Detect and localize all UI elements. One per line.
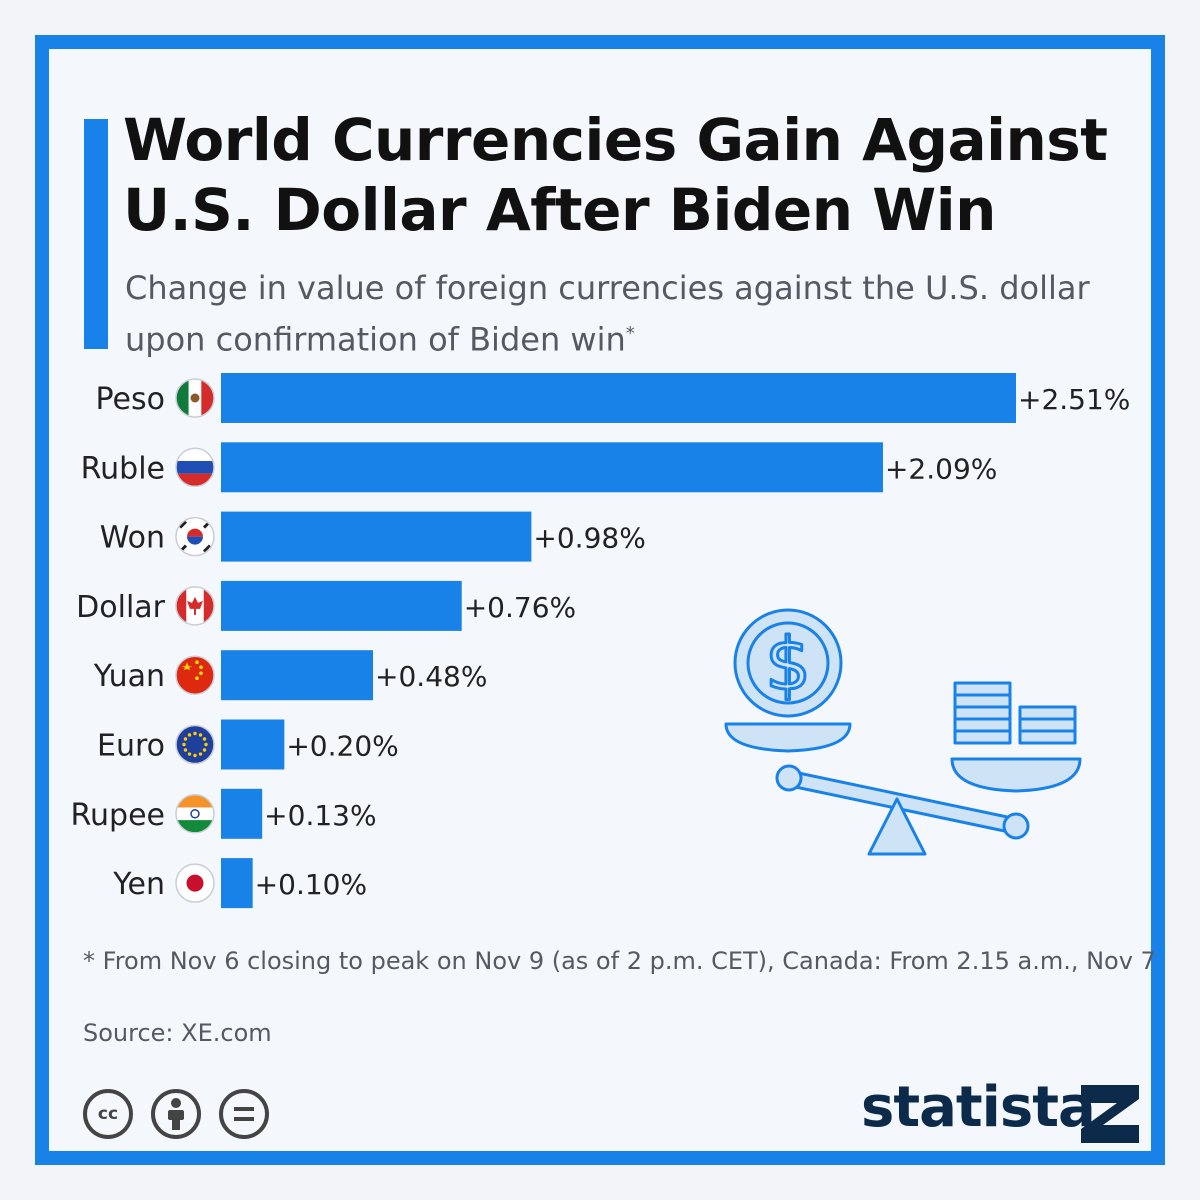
china-flag-icon [175,655,215,695]
svg-text:$: $ [765,622,811,706]
japan-flag-icon [175,863,215,903]
value-label-peso: +2.51% [1018,383,1130,416]
bar-yuan [221,650,374,701]
person-glyph [168,1098,184,1130]
subtitle-footnote-mark: * [625,323,635,344]
south-korea-flag-icon [175,516,215,557]
statista-logo-text[interactable]: statista [861,1075,1096,1140]
category-label-peso: Peso [96,382,165,417]
category-label-ruble: Ruble [81,451,165,486]
subtitle-text: Change in value of foreign currencies ag… [125,269,1090,359]
title-accent-bar [84,119,108,349]
value-label-won: +0.98% [533,522,645,555]
value-label-yuan: +0.48% [375,660,487,693]
bars-layer: Peso +2.51% Ruble +2.09% Won +0.98% Dollar +0.7… [71,373,1130,909]
source-note: Source: XE.com [83,1019,272,1047]
value-label-yen: +0.10% [255,868,367,901]
balance-scale-dollar-coins-icon: $ [724,608,1082,856]
category-label-yuan: Yuan [93,659,165,694]
bar-rupee [221,788,263,839]
value-label-euro: +0.20% [286,730,398,763]
bar-yen [221,858,253,909]
attribution-icon[interactable] [151,1089,201,1139]
category-label-won: Won [100,521,165,556]
india-flag-icon [175,794,215,834]
chart-subtitle: Change in value of foreign currencies ag… [125,265,1165,363]
category-label-yen: Yen [112,867,165,902]
category-label-dollar: Dollar [76,590,166,625]
bar-euro [221,719,285,770]
mexico-flag-icon [175,378,215,418]
bar-peso [221,373,1016,423]
category-label-rupee: Rupee [71,798,165,833]
canada-flag-icon [175,586,215,626]
footnote: * From Nov 6 closing to peak on Nov 9 (a… [83,947,1156,975]
no-derivatives-icon[interactable] [219,1089,269,1139]
bar-ruble [221,442,883,493]
value-label-ruble: +2.09% [885,452,997,485]
chart-card: World Currencies Gain Against U.S. Dolla… [35,35,1165,1165]
cc-icon[interactable]: cc [83,1089,133,1139]
bar-chart: Peso +2.51% Ruble +2.09% Won +0.98% Dollar +0.7… [71,373,1130,909]
category-label-euro: Euro [97,729,165,764]
equals-glyph [234,1107,254,1121]
bar-dollar [221,580,462,631]
chart-title: World Currencies Gain Against U.S. Dolla… [123,106,1108,244]
value-label-rupee: +0.13% [264,799,376,832]
statista-logo-icon [1081,1085,1139,1143]
bar-won [221,511,532,562]
value-label-dollar: +0.76% [464,591,576,624]
eu-flag-icon [175,724,215,765]
russia-flag-icon [175,447,215,488]
